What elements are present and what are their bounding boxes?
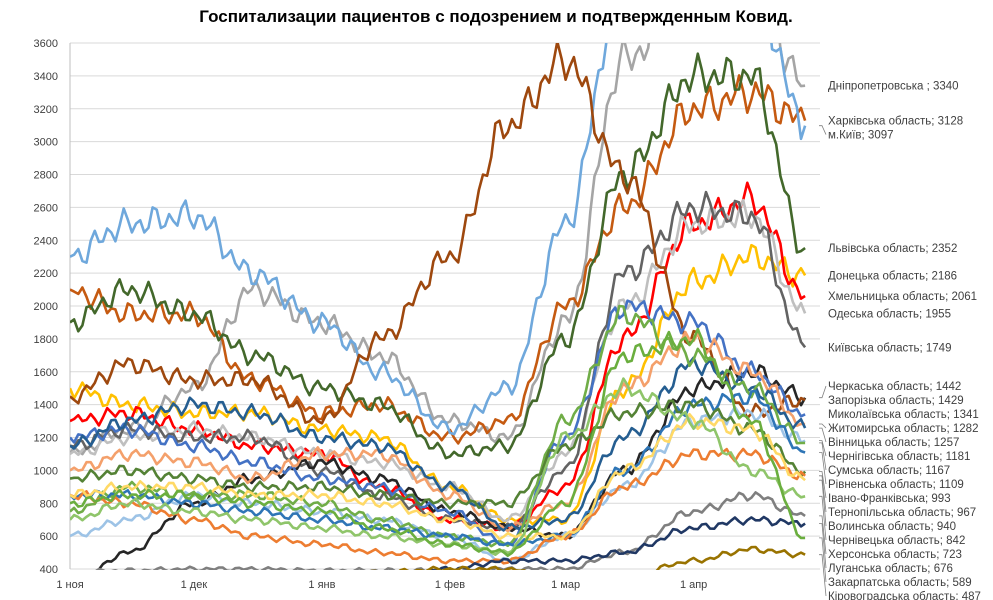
y-tick-label: 2800: [34, 170, 58, 182]
series-data-label: Рівненська область; 1109: [828, 479, 964, 491]
series-line: [70, 43, 806, 456]
series-line: [70, 304, 806, 548]
series-line: [70, 52, 806, 460]
label-leader-line: [819, 495, 827, 541]
x-tick-label: 1 ноя: [56, 579, 83, 591]
y-tick-label: 1800: [34, 334, 58, 346]
label-leader-line: [819, 523, 827, 569]
series-line: [70, 398, 807, 510]
y-tick-label: 3000: [34, 137, 58, 149]
x-tick-label: 1 мар: [551, 579, 580, 591]
series-data-label: Кіровоградська область; 487: [828, 591, 981, 600]
series-data-label: Миколаївська область; 1341: [828, 409, 979, 421]
label-leader-lines: [819, 125, 827, 597]
y-tick-label: 1400: [34, 400, 58, 412]
series-data-label: Чернівецька область; 842: [828, 535, 965, 547]
series-data-label: Тернопільська область; 967: [828, 507, 976, 519]
label-leader-line: [819, 427, 827, 443]
series-data-label: Закарпатська область; 589: [828, 577, 972, 589]
series-line: [70, 412, 806, 541]
x-axis-ticks: 1 ноя 1 дек 1 янв 1 фев 1 мар 1 апр: [56, 579, 707, 591]
series-data-label: Харківська область; 3128: [828, 116, 963, 128]
label-leader-line: [819, 440, 827, 457]
y-tick-label: 2600: [34, 202, 58, 214]
series-line: [70, 356, 807, 532]
y-tick-label: 400: [40, 564, 58, 576]
label-leader-line: [819, 471, 827, 499]
series-data-label: Луганська область; 676: [828, 563, 953, 575]
y-tick-label: 1200: [34, 433, 58, 445]
y-tick-label: 2400: [34, 235, 58, 247]
series-data-label: Сумська область; 1167: [828, 465, 950, 477]
x-tick-label: 1 дек: [181, 579, 208, 591]
y-axis-ticks: 400 600 800 1000 1200 1400 1600 1800 2000 2200 240…: [34, 38, 58, 576]
series-data-label: Житомирська область; 1282: [828, 423, 978, 435]
series-data-label: Івано-Франківська; 993: [828, 493, 951, 505]
y-tick-label: 3600: [34, 38, 58, 50]
series-line: [95, 491, 806, 570]
series-line: [370, 545, 806, 570]
series-labels: Дніпропетровська ; 3340 Харківська област…: [828, 81, 981, 600]
label-leader-line: [819, 515, 827, 555]
series-data-label: Львівська область; 2352: [828, 243, 957, 255]
series-data-label: Херсонська область; 723: [828, 549, 962, 561]
y-tick-label: 600: [40, 531, 58, 543]
series-line: [70, 43, 807, 436]
series-data-label: Волинська область; 940: [828, 521, 956, 533]
series-data-label: Київська область; 1749: [828, 342, 951, 354]
series-data-label: Одеська область; 1955: [828, 308, 951, 320]
series-line: [70, 299, 806, 547]
series-data-label: Хмельницька область; 2061: [828, 291, 977, 303]
series-data-label: Черкаська область; 1442: [828, 381, 961, 393]
series-data-label: Дніпропетровська ; 3340: [828, 81, 959, 93]
chart-title: Госпитализации пациентов с подозрением и…: [199, 7, 792, 26]
label-leader-line: [819, 537, 827, 583]
series-data-label: Чернігівська область; 1181: [828, 451, 970, 463]
series-line: [416, 515, 806, 570]
series-data-label: Вінницька область; 1257: [828, 437, 959, 449]
label-leader-line: [819, 442, 827, 471]
label-leader-line: [819, 479, 827, 527]
series-data-label: м.Київ; 3097: [828, 130, 894, 142]
y-tick-label: 1000: [34, 465, 58, 477]
series-lines: [70, 43, 807, 570]
y-tick-label: 3400: [34, 71, 58, 83]
series-line: [70, 43, 806, 425]
series-line: [70, 181, 806, 532]
series-line: [70, 327, 806, 558]
series-data-label: Запорізька область; 1429: [828, 395, 964, 407]
x-tick-label: 1 апр: [680, 579, 707, 591]
y-tick-label: 800: [40, 498, 58, 510]
y-tick-label: 1600: [34, 367, 58, 379]
label-leader-line: [819, 125, 827, 135]
series-line: [70, 377, 806, 557]
y-tick-label: 2000: [34, 301, 58, 313]
x-tick-label: 1 фев: [435, 579, 465, 591]
y-tick-label: 3200: [34, 104, 58, 116]
label-leader-line: [819, 452, 827, 485]
series-line: [70, 447, 806, 566]
x-tick-label: 1 янв: [308, 579, 335, 591]
label-leader-line: [819, 385, 827, 399]
y-tick-label: 2200: [34, 268, 58, 280]
label-leader-line: [819, 475, 827, 513]
series-line: [70, 74, 807, 445]
series-data-label: Донецька область; 2186: [828, 270, 957, 282]
label-leader-line: [819, 554, 827, 597]
label-leader-line: [819, 423, 827, 429]
